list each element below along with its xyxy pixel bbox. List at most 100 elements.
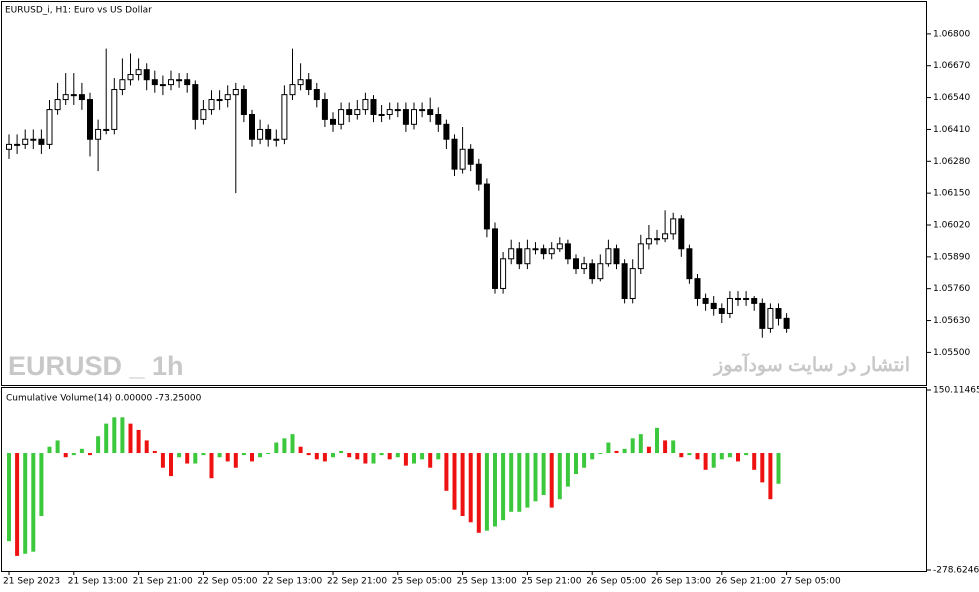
volume-bar [233,453,238,468]
candle-body [321,99,328,120]
volume-bar [355,453,360,460]
volume-bar [598,453,603,455]
candle-body [475,163,482,185]
candle-body [95,128,102,140]
x-tick-label: 22 Sep 13:00 [262,577,322,587]
volume-bar [484,453,489,531]
candle-body [289,84,296,96]
x-tick-label: 27 Sep 05:00 [781,577,841,587]
y-tick-label: 1.06020 [933,220,970,230]
volume-bar [23,453,28,554]
volume-bar [152,450,157,454]
volume-bar [31,453,36,552]
volume-bar [331,453,335,458]
volume-bar [476,453,481,533]
y-tick-label: 1.06540 [933,93,970,103]
candle-body [694,278,701,299]
y-tick-label: 1.06670 [933,61,970,71]
candle-body [564,243,571,260]
volume-bar [88,453,92,456]
y-tick-label: 1.05500 [933,348,970,358]
candle-body [297,79,304,86]
candle-body [483,183,490,230]
y-tick-label: 1.06800 [933,29,970,39]
volume-bar [96,436,101,454]
candle-body [524,248,531,265]
candle-body [127,74,134,81]
x-tick-label: 26 Sep 13:00 [651,577,711,587]
volume-bar [687,453,692,456]
volume-bar [258,453,263,458]
candle-body [686,248,693,280]
volume-bar [15,453,20,556]
candle-body [532,248,539,251]
volume-bar [314,453,319,460]
candle-body [370,99,377,115]
candle-body [726,297,733,314]
candle-body [54,99,61,111]
volume-bar [736,453,740,462]
candle-body [573,258,579,270]
volume-bar [79,448,84,454]
volume-bar [39,453,44,516]
volume-bar [493,453,497,527]
candle-body [184,79,191,86]
volume-bar [193,453,198,464]
candle-body [30,138,37,141]
candle-body [467,148,474,165]
candle-body [192,84,199,120]
candle-body [670,218,677,235]
candle-body [119,79,126,91]
candle-body [540,248,547,255]
volume-bar [201,453,206,456]
candle-body [645,238,652,245]
volume-bar [622,448,627,454]
volume-bar [169,453,173,477]
volume-bar [47,446,52,454]
volume-bar [606,442,611,454]
candle-body [159,84,166,87]
volume-bar [112,417,117,454]
candle-body [702,297,709,304]
candle-body [710,302,717,310]
volume-bar [217,453,222,458]
candle-body [70,94,77,97]
candle-body [459,148,466,170]
candle-body [548,248,555,255]
volume-bar [7,453,11,542]
volume-bar [590,453,595,460]
candle-body [581,263,588,270]
volume-bar [403,453,408,466]
volume-bar [501,453,506,521]
candle-body [151,79,158,86]
volume-bar [468,453,473,523]
volume-bar [339,450,344,454]
volume-bar [136,429,141,454]
candle-body [87,99,93,140]
candle-body [224,94,231,101]
candle-body [281,94,288,140]
volume-bar [63,453,68,458]
volume-bar [452,453,457,510]
candle-body [14,143,21,146]
candle-body [200,109,207,120]
candle-body [265,128,272,140]
volume-bar [274,442,279,454]
volume-bar [557,453,562,500]
candle-body [240,89,247,115]
volume-bar [322,453,327,462]
x-tick-label: 26 Sep 05:00 [586,577,646,587]
volume-bar [646,446,651,454]
candle-body [637,243,644,270]
volume-bar [104,423,109,454]
x-tick-label: 21 Sep 2023 [3,577,60,587]
candle-body [597,263,604,280]
volume-bar [347,453,352,458]
candle-body [783,317,790,329]
candle-body [38,138,45,145]
volume-bar [290,434,295,454]
candle-body [249,113,255,140]
candle-body [735,297,741,300]
volume-bar [225,453,230,462]
